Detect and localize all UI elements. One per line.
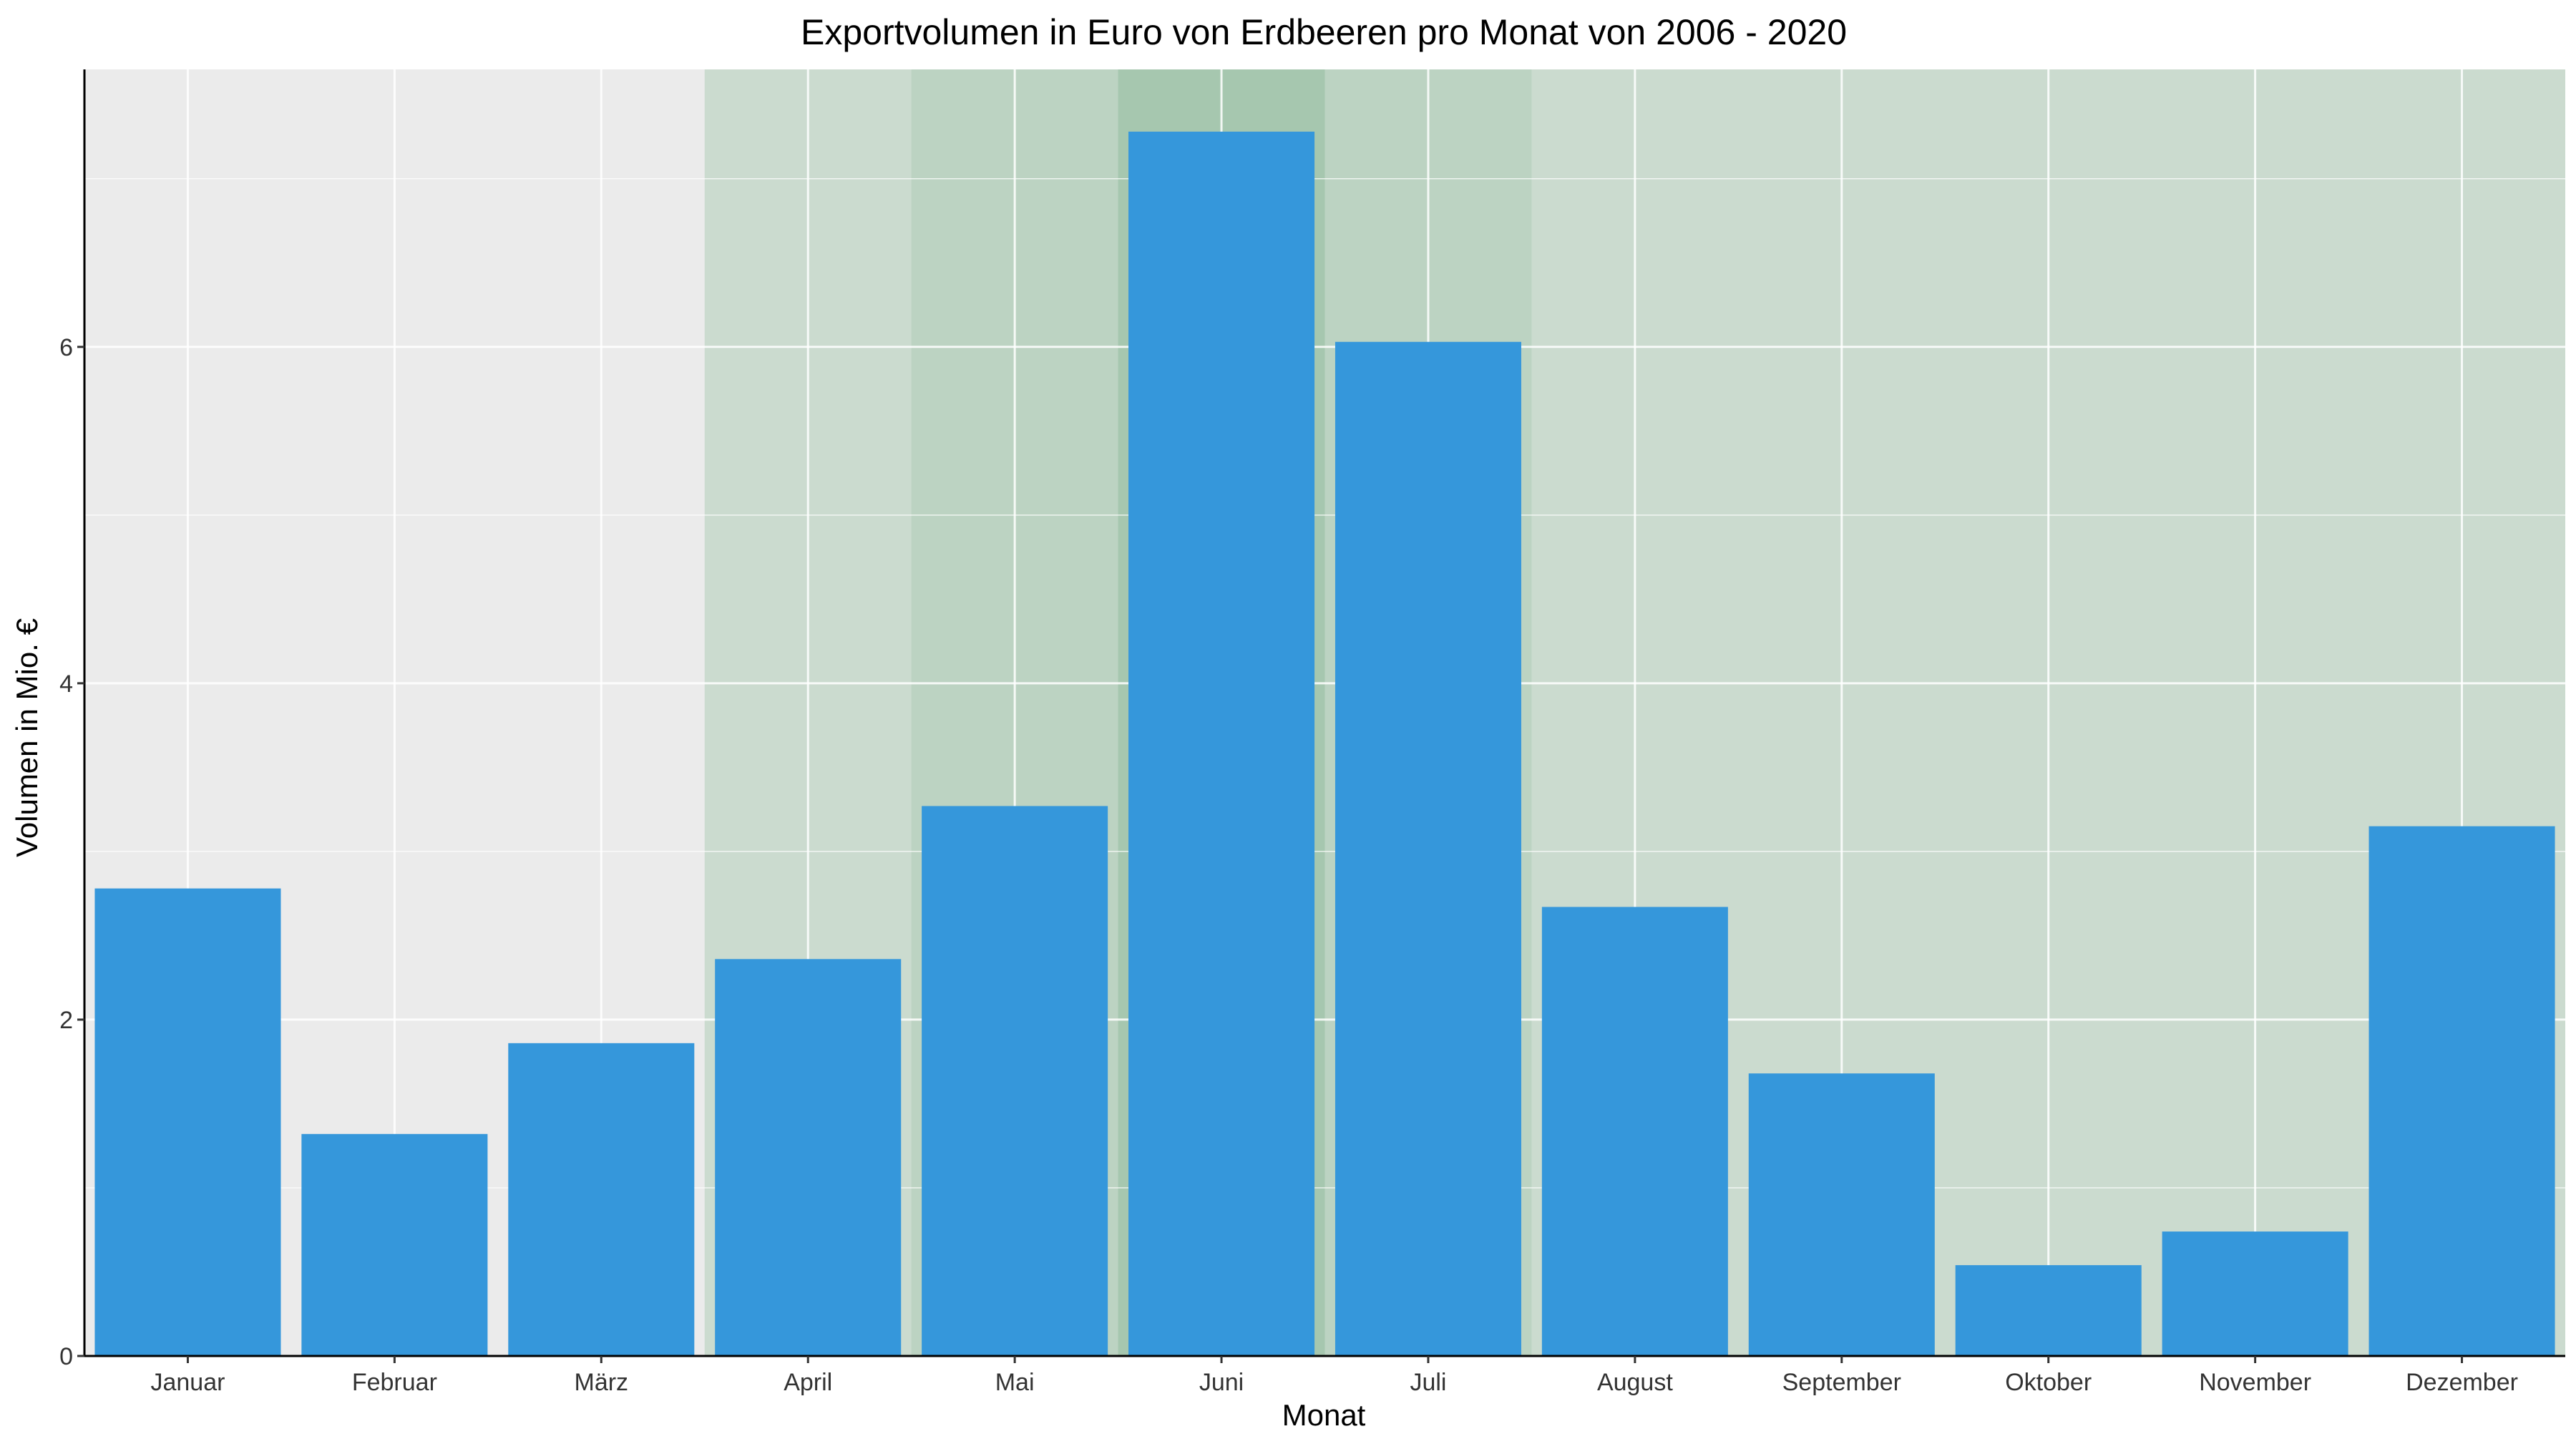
y-tick-label: 2 bbox=[59, 1007, 73, 1034]
bar-oktober bbox=[1955, 1265, 2142, 1356]
x-tick-label: Januar bbox=[150, 1369, 225, 1396]
x-tick-label: Dezember bbox=[2406, 1369, 2518, 1396]
x-tick-label: September bbox=[1782, 1369, 1901, 1396]
x-tick-label: Mai bbox=[995, 1369, 1035, 1396]
x-tick-label: Juni bbox=[1199, 1369, 1244, 1396]
bar-februar bbox=[301, 1133, 488, 1356]
y-tick-label: 4 bbox=[59, 670, 73, 698]
chart-title: Exportvolumen in Euro von Erdbeeren pro … bbox=[801, 12, 1847, 52]
bar-april bbox=[715, 959, 902, 1356]
bar-dezember bbox=[2368, 826, 2555, 1356]
bar-november bbox=[2162, 1231, 2348, 1356]
plot-panel: 0 2 4 6 Januar Februar März April Mai Juni Juli Aug… bbox=[59, 69, 2565, 1396]
bar-august bbox=[1541, 907, 1728, 1356]
x-axis-title: Monat bbox=[1282, 1398, 1366, 1432]
bar-märz bbox=[508, 1043, 695, 1356]
bar-juni bbox=[1128, 131, 1315, 1356]
x-tick-label: Februar bbox=[352, 1369, 437, 1396]
bar-januar bbox=[94, 888, 281, 1356]
bar-juli bbox=[1335, 341, 1521, 1356]
y-tick-label: 6 bbox=[59, 334, 73, 361]
y-axis-title: Volumen in Mio. € bbox=[10, 618, 44, 857]
x-tick-label: August bbox=[1597, 1369, 1673, 1396]
bar-mai bbox=[922, 806, 1108, 1356]
bar-september bbox=[1748, 1073, 1935, 1356]
x-tick-label: Juli bbox=[1410, 1369, 1446, 1396]
x-tick-label: März bbox=[575, 1369, 629, 1396]
x-tick-label: April bbox=[784, 1369, 832, 1396]
x-tick-label: November bbox=[2199, 1369, 2311, 1396]
y-tick-label: 0 bbox=[59, 1343, 73, 1370]
x-tick-label: Oktober bbox=[2005, 1369, 2092, 1396]
